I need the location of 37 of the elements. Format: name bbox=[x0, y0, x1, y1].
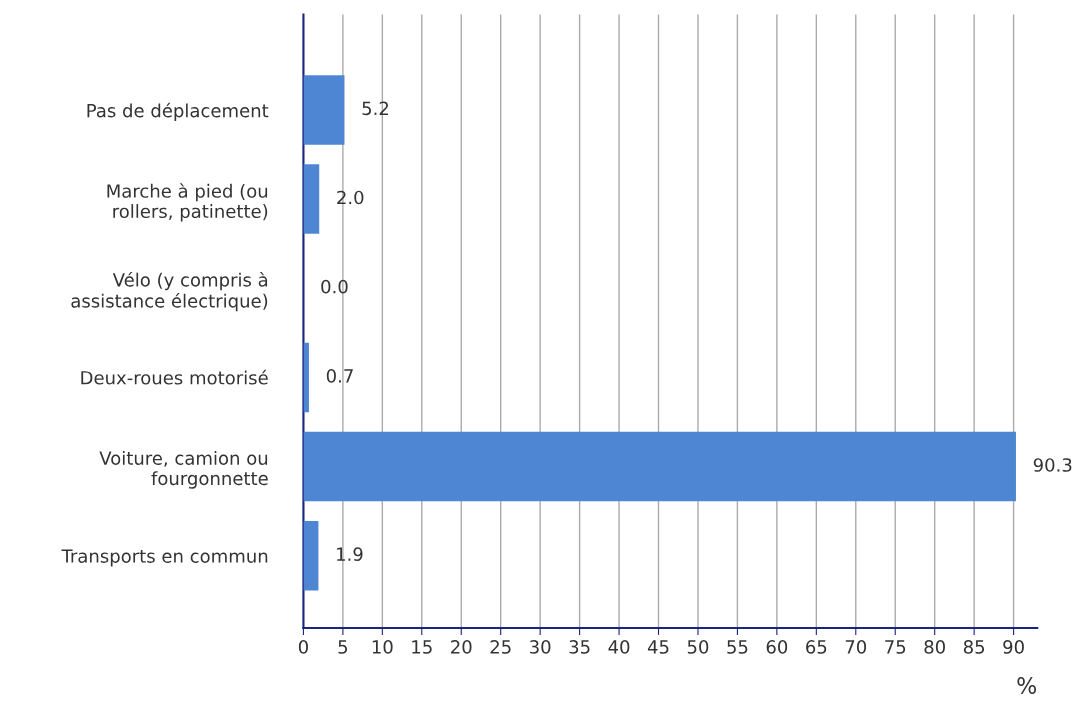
y-tick-label: Voiture, camion ou fourgonnette bbox=[99, 451, 268, 489]
y-tick-label: Deux-roues motorisé bbox=[81, 369, 268, 385]
bar bbox=[303, 75, 345, 145]
y-tick-label: Marche à pied (ou rollers, patinette) bbox=[107, 183, 268, 222]
x-axis-title: % bbox=[1017, 677, 1037, 694]
x-tick-label: 25 bbox=[490, 640, 511, 654]
x-tick-label: 65 bbox=[806, 640, 827, 654]
y-tick-label: Pas de déplacement bbox=[87, 102, 269, 121]
x-tick-label: 50 bbox=[687, 640, 709, 654]
x-tick-label: 70 bbox=[845, 640, 867, 654]
x-tick-label: 20 bbox=[451, 640, 472, 654]
x-tick-label: 10 bbox=[372, 640, 393, 654]
data-label: 5.2 bbox=[362, 101, 389, 116]
y-tick-label: Transports en commun bbox=[61, 549, 268, 567]
bar bbox=[303, 342, 309, 413]
x-tick-label: 90 bbox=[1003, 640, 1024, 654]
x-tick-label: 35 bbox=[569, 640, 590, 654]
y-tick-label: Vélo (y compris à assistance électrique) bbox=[71, 271, 268, 312]
x-tick-label: 60 bbox=[766, 640, 788, 654]
x-tick-label: 85 bbox=[963, 640, 985, 654]
data-label: 90.3 bbox=[1033, 458, 1072, 472]
x-tick-label: 45 bbox=[647, 640, 669, 654]
x-tick-label: 75 bbox=[885, 640, 906, 654]
bar bbox=[303, 431, 1016, 502]
x-tick-label: 40 bbox=[608, 640, 630, 654]
x-tick-label: 15 bbox=[412, 640, 432, 654]
x-tick-label: 80 bbox=[924, 640, 945, 654]
x-tick-label: 30 bbox=[530, 640, 551, 654]
data-label: 0.7 bbox=[326, 369, 353, 383]
x-tick-label: 5 bbox=[338, 640, 348, 654]
x-tick-label: 55 bbox=[727, 640, 748, 654]
x-tick-label: 0 bbox=[298, 640, 308, 654]
bar bbox=[303, 520, 319, 591]
data-label: 2.0 bbox=[337, 190, 364, 205]
data-label: 0.0 bbox=[321, 279, 348, 294]
data-label: 1.9 bbox=[337, 547, 363, 561]
bar bbox=[303, 164, 320, 234]
